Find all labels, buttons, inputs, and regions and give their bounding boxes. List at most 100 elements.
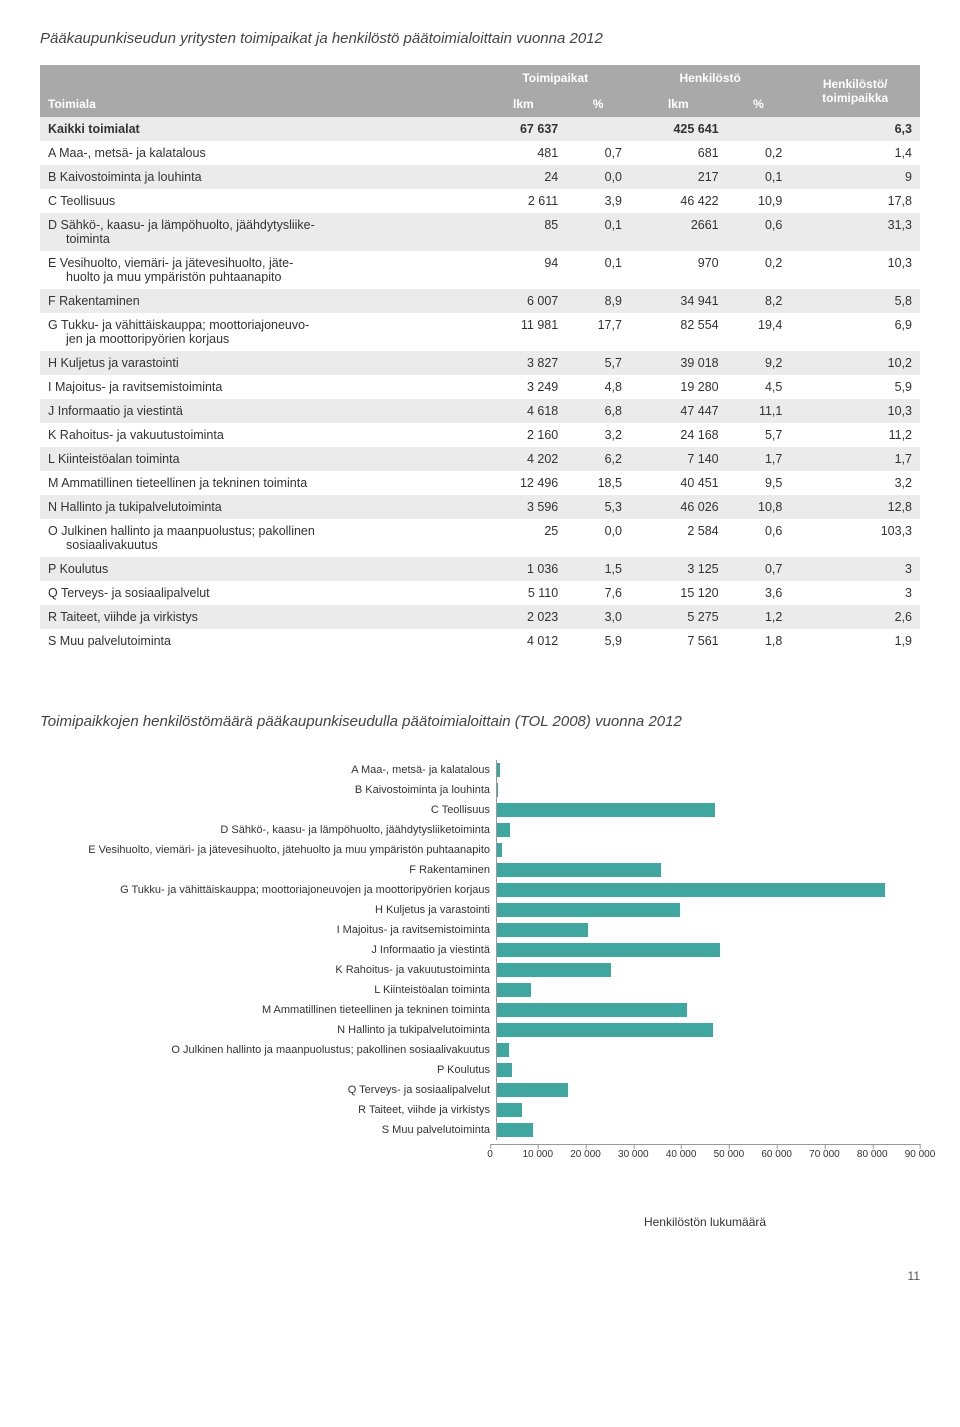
table-row: S Muu palvelutoiminta4 0125,97 5611,81,9	[40, 629, 920, 653]
chart-bar-label: N Hallinto ja tukipalvelutoiminta	[40, 1024, 496, 1036]
row-lkm1: 481	[481, 141, 567, 165]
row-lkm2: 40 451	[630, 471, 727, 495]
row-pct2: 0,2	[727, 251, 791, 289]
th-lkm1: lkm	[481, 91, 567, 117]
chart-row: E Vesihuolto, viemäri- ja jätevesihuolto…	[40, 840, 920, 860]
row-pct2: 5,7	[727, 423, 791, 447]
chart-bar-label: Q Terveys- ja sosiaalipalvelut	[40, 1084, 496, 1096]
row-label: R Taiteet, viihde ja virkistys	[40, 605, 481, 629]
chart-row: Q Terveys- ja sosiaalipalvelut	[40, 1080, 920, 1100]
table-row: F Rakentaminen6 0078,934 9418,25,8	[40, 289, 920, 313]
chart-bar	[497, 963, 611, 977]
chart-row: C Teollisuus	[40, 800, 920, 820]
table-row: B Kaivostoiminta ja louhinta240,02170,19	[40, 165, 920, 189]
chart-row: I Majoitus- ja ravitsemistoiminta	[40, 920, 920, 940]
chart-bar-label: I Majoitus- ja ravitsemistoiminta	[40, 924, 496, 936]
row-pct1: 5,3	[566, 495, 630, 519]
row-lkm2: 3 125	[630, 557, 727, 581]
table-row: R Taiteet, viihde ja virkistys2 0233,05 …	[40, 605, 920, 629]
row-ratio: 10,2	[790, 351, 920, 375]
chart-title: Toimipaikkojen henkilöstömäärä pääkaupun…	[40, 713, 920, 730]
chart-bar	[497, 1023, 713, 1037]
row-ratio: 1,9	[790, 629, 920, 653]
row-pct2: 0,6	[727, 519, 791, 557]
row-lkm2: 2661	[630, 213, 727, 251]
th-toimipaikat: Toimipaikat	[481, 65, 630, 91]
row-pct2: 1,7	[727, 447, 791, 471]
row-ratio: 10,3	[790, 399, 920, 423]
row-pct2: 19,4	[727, 313, 791, 351]
row-pct2: 11,1	[727, 399, 791, 423]
row-ratio: 3	[790, 581, 920, 605]
chart-bar	[497, 923, 588, 937]
chart-tick: 90 000	[905, 1149, 936, 1160]
chart-bar	[497, 903, 680, 917]
row-pct1: 0,7	[566, 141, 630, 165]
chart-row: F Rakentaminen	[40, 860, 920, 880]
row-pct2: 10,9	[727, 189, 791, 213]
chart-bar	[497, 983, 531, 997]
chart-bar	[497, 1003, 687, 1017]
row-pct2: 1,8	[727, 629, 791, 653]
row-ratio: 9	[790, 165, 920, 189]
chart-bar	[497, 1083, 568, 1097]
row-ratio: 5,8	[790, 289, 920, 313]
row-lkm2: 24 168	[630, 423, 727, 447]
chart-tick: 20 000	[570, 1149, 601, 1160]
row-ratio: 1,4	[790, 141, 920, 165]
chart-row: K Rahoitus- ja vakuutustoiminta	[40, 960, 920, 980]
bar-chart: A Maa-, metsä- ja kalatalousB Kaivostoim…	[40, 760, 920, 1229]
chart-row: D Sähkö-, kaasu- ja lämpöhuolto, jäähdyt…	[40, 820, 920, 840]
chart-row: G Tukku- ja vähittäiskauppa; moottoriajo…	[40, 880, 920, 900]
table-row: Kaikki toimialat67 637425 6416,3	[40, 117, 920, 141]
row-ratio: 17,8	[790, 189, 920, 213]
table-row: P Koulutus1 0361,53 1250,73	[40, 557, 920, 581]
row-label: Kaikki toimialat	[40, 117, 481, 141]
chart-bar	[497, 863, 661, 877]
chart-bar-label: M Ammatillinen tieteellinen ja tekninen …	[40, 1004, 496, 1016]
row-lkm1: 3 249	[481, 375, 567, 399]
data-table: Toimiala Toimipaikat Henkilöstö Henkilös…	[40, 65, 920, 653]
row-lkm1: 6 007	[481, 289, 567, 313]
row-pct1: 1,5	[566, 557, 630, 581]
chart-bar-label: F Rakentaminen	[40, 864, 496, 876]
table-row: O Julkinen hallinto ja maanpuolustus; pa…	[40, 519, 920, 557]
th-ratio: Henkilöstö/ toimipaikka	[790, 65, 920, 117]
row-pct2: 0,2	[727, 141, 791, 165]
chart-bar-label: E Vesihuolto, viemäri- ja jätevesihuolto…	[40, 844, 496, 856]
row-lkm2: 7 561	[630, 629, 727, 653]
row-label: N Hallinto ja tukipalvelutoiminta	[40, 495, 481, 519]
chart-tick: 30 000	[618, 1149, 649, 1160]
row-pct1: 0,1	[566, 213, 630, 251]
chart-tick: 50 000	[714, 1149, 745, 1160]
row-lkm1: 4 012	[481, 629, 567, 653]
chart-bar-label: K Rahoitus- ja vakuutustoiminta	[40, 964, 496, 976]
row-pct2: 10,8	[727, 495, 791, 519]
row-pct2: 1,2	[727, 605, 791, 629]
chart-row: A Maa-, metsä- ja kalatalous	[40, 760, 920, 780]
chart-bar-label: G Tukku- ja vähittäiskauppa; moottoriajo…	[40, 884, 496, 896]
table-row: C Teollisuus2 6113,946 42210,917,8	[40, 189, 920, 213]
chart-row: S Muu palvelutoiminta	[40, 1120, 920, 1140]
chart-bar-label: R Taiteet, viihde ja virkistys	[40, 1104, 496, 1116]
row-label: A Maa-, metsä- ja kalatalous	[40, 141, 481, 165]
row-pct1: 0,0	[566, 165, 630, 189]
row-label: E Vesihuolto, viemäri- ja jätevesihuolto…	[40, 251, 481, 289]
row-label: M Ammatillinen tieteellinen ja tekninen …	[40, 471, 481, 495]
chart-bar-label: C Teollisuus	[40, 804, 496, 816]
row-pct2: 8,2	[727, 289, 791, 313]
row-lkm1: 4 202	[481, 447, 567, 471]
row-lkm1: 11 981	[481, 313, 567, 351]
row-pct1: 8,9	[566, 289, 630, 313]
row-pct1: 5,9	[566, 629, 630, 653]
row-pct2: 0,6	[727, 213, 791, 251]
chart-row: O Julkinen hallinto ja maanpuolustus; pa…	[40, 1040, 920, 1060]
row-ratio: 6,9	[790, 313, 920, 351]
row-pct1: 18,5	[566, 471, 630, 495]
chart-bar	[497, 1043, 509, 1057]
table-row: H Kuljetus ja varastointi3 8275,739 0189…	[40, 351, 920, 375]
chart-row: H Kuljetus ja varastointi	[40, 900, 920, 920]
table-row: G Tukku- ja vähittäiskauppa; moottoriajo…	[40, 313, 920, 351]
row-lkm1: 2 023	[481, 605, 567, 629]
table-row: I Majoitus- ja ravitsemistoiminta3 2494,…	[40, 375, 920, 399]
